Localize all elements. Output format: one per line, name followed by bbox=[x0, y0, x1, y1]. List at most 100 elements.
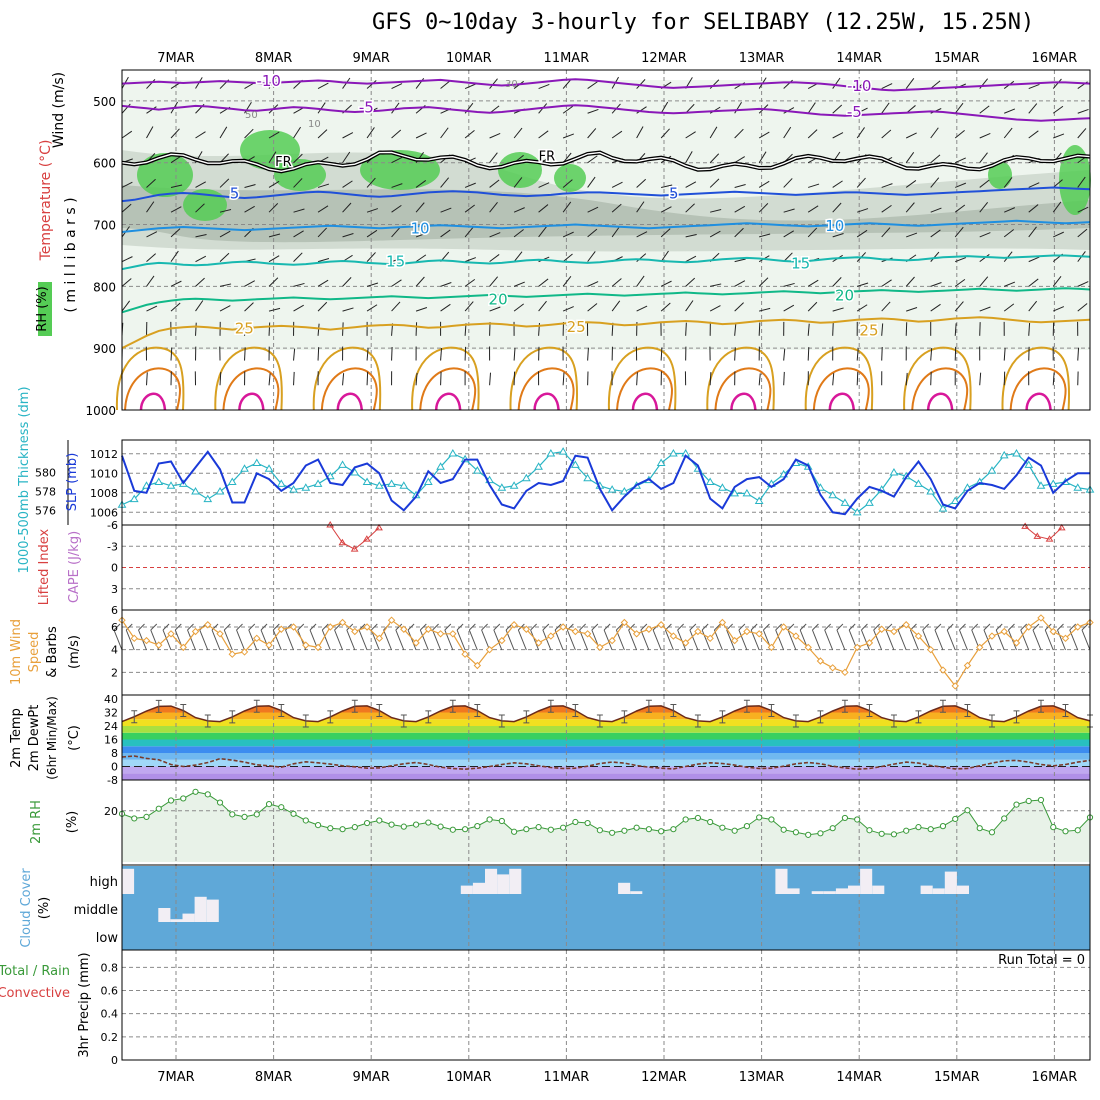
thickness-tick-label: 578 bbox=[35, 486, 56, 499]
temperature-axis-label: Temperature (°C) bbox=[38, 140, 54, 262]
pressure-tick-label: 1000 bbox=[85, 404, 116, 418]
wind-barb bbox=[636, 201, 645, 213]
wind-barb bbox=[807, 301, 818, 312]
wind-barb-feather bbox=[763, 623, 770, 631]
wind-barb bbox=[758, 203, 769, 213]
wind-barb bbox=[1028, 103, 1038, 114]
wind-barb bbox=[464, 129, 475, 139]
wind-barb-feather bbox=[959, 623, 966, 631]
wind-barb bbox=[709, 372, 712, 386]
isotherm-30-loop bbox=[214, 346, 283, 411]
rh-point bbox=[829, 825, 836, 832]
wind-barb-feather bbox=[162, 623, 170, 631]
wind-barb bbox=[513, 347, 516, 361]
wind-speed-point bbox=[853, 643, 861, 652]
wind-barb bbox=[1077, 206, 1089, 213]
isotherm-30-loop bbox=[607, 346, 677, 411]
wind-barb bbox=[905, 322, 908, 336]
temp-minmax-bar bbox=[645, 699, 652, 713]
wind-barb bbox=[195, 277, 205, 287]
rh-point bbox=[290, 810, 297, 817]
wind-barb bbox=[954, 226, 964, 238]
isotherm-label: 5 bbox=[669, 185, 679, 203]
rh-point bbox=[572, 818, 579, 826]
wind-barb bbox=[636, 275, 645, 287]
wind-barb bbox=[268, 180, 280, 188]
wind-speed-point bbox=[828, 664, 837, 672]
cloud-cover-bar bbox=[775, 868, 788, 894]
temp-minmax-bar bbox=[939, 699, 946, 713]
temp-color-band bbox=[122, 739, 1090, 747]
wind-speed-point bbox=[461, 650, 469, 658]
isotherm-label: -5 bbox=[847, 103, 862, 121]
wind-barb bbox=[979, 372, 982, 386]
rh-point bbox=[878, 830, 885, 837]
date-label-top: 10MAR bbox=[446, 51, 492, 66]
cloud-cover-bar bbox=[823, 891, 836, 894]
wind-speed-point bbox=[412, 639, 420, 647]
temp-minmax-bar bbox=[572, 703, 579, 717]
rh-point bbox=[1025, 797, 1032, 805]
cloud-cover-bar bbox=[122, 868, 135, 894]
wind-barb bbox=[954, 204, 966, 213]
wind-barb bbox=[268, 203, 279, 213]
wind-barb bbox=[366, 252, 376, 262]
thickness-point bbox=[374, 481, 384, 489]
cloud-cover-bar bbox=[787, 888, 800, 894]
thickness-point bbox=[497, 483, 507, 491]
wind-barb-10m bbox=[1032, 629, 1042, 651]
date-label-top: 7MAR bbox=[157, 51, 194, 66]
thickness-point bbox=[828, 490, 838, 499]
wind-barb bbox=[636, 231, 648, 238]
rh-point bbox=[363, 819, 371, 827]
wind-barb bbox=[415, 306, 428, 312]
rh-point bbox=[939, 823, 947, 830]
wind-barb-10m bbox=[554, 629, 564, 651]
wind-barb bbox=[489, 372, 492, 386]
wind-barb-feather bbox=[1008, 623, 1015, 631]
wind-barb bbox=[587, 281, 599, 287]
rh-point bbox=[229, 811, 236, 818]
wind-barb bbox=[366, 304, 378, 312]
temp-line bbox=[121, 705, 1091, 723]
wind-barb-feather bbox=[321, 623, 329, 631]
wind-barb-feather bbox=[848, 623, 856, 631]
wind-barb-feather bbox=[1081, 623, 1089, 631]
wind-barb bbox=[1077, 347, 1080, 361]
lifted-index-point bbox=[1057, 523, 1066, 531]
wind-barb bbox=[342, 132, 354, 139]
wind-units-label: (m/s) bbox=[67, 635, 82, 669]
wind-barb bbox=[807, 205, 819, 213]
wind-barb bbox=[758, 373, 761, 386]
temp-minmax-bar bbox=[866, 703, 873, 717]
temp-minmax-bar bbox=[400, 714, 407, 728]
wind-barb bbox=[513, 207, 525, 213]
wind-barb bbox=[268, 277, 279, 287]
wind-barb-10m bbox=[113, 629, 123, 651]
rh-point bbox=[339, 826, 346, 833]
wind-barb bbox=[1028, 226, 1037, 238]
thickness-point bbox=[276, 479, 286, 487]
wind-barb bbox=[562, 231, 574, 238]
wind-barb-feather bbox=[812, 623, 819, 631]
temp-minmax-bar bbox=[988, 714, 995, 728]
rh-point bbox=[143, 813, 150, 821]
rh-point bbox=[314, 822, 322, 829]
wind-barb bbox=[587, 251, 596, 262]
wind-barb bbox=[464, 257, 476, 263]
wind-barb bbox=[391, 227, 401, 238]
wind-barb bbox=[195, 233, 207, 238]
rh-moist-area bbox=[240, 130, 300, 170]
wind-barb bbox=[636, 253, 647, 263]
wind-barb bbox=[121, 181, 133, 188]
lifted-index-axis-label: Lifted Index bbox=[37, 528, 52, 605]
thickness-point bbox=[191, 487, 200, 495]
wind-barb bbox=[195, 300, 204, 312]
wind-barb bbox=[391, 347, 393, 361]
wind-barb bbox=[685, 131, 696, 139]
wind-barb bbox=[244, 302, 254, 312]
isotherm-40-loop bbox=[238, 392, 265, 411]
isotherm-line bbox=[121, 316, 1091, 350]
wind-barb-10m bbox=[346, 629, 356, 651]
